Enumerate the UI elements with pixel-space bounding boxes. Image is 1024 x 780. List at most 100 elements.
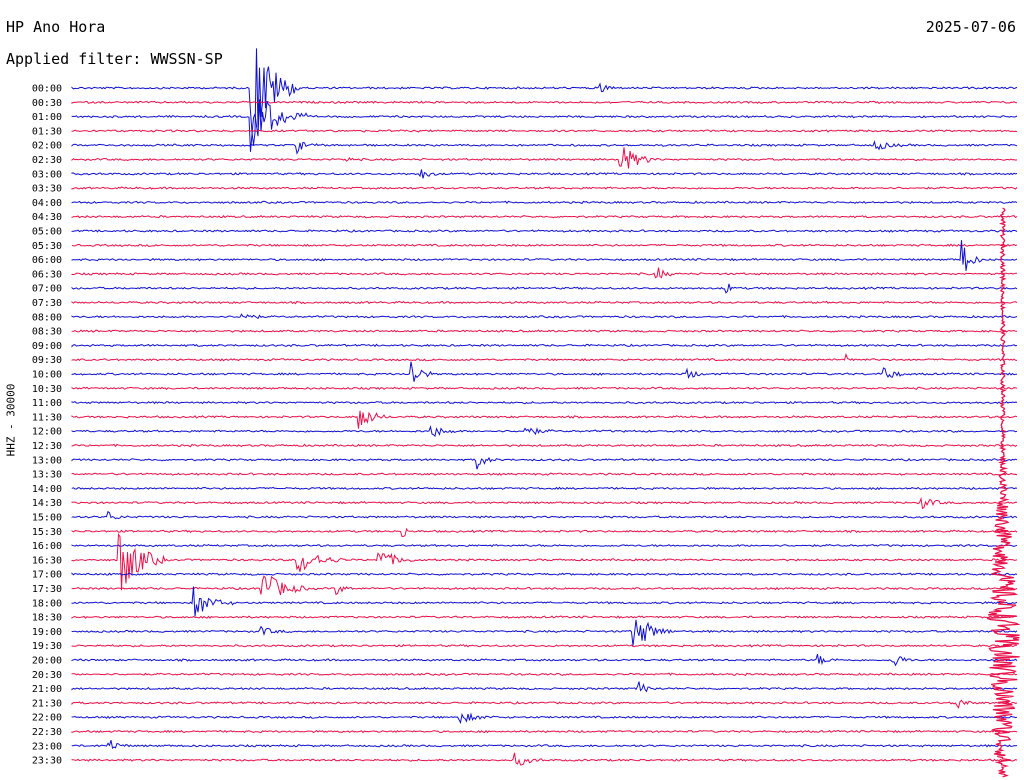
- hour-label: 04:00: [32, 198, 62, 209]
- trace-line: [71, 129, 1018, 133]
- trace-line: [71, 240, 1018, 271]
- trace-line: [71, 619, 1018, 646]
- trace-line: [71, 147, 1018, 169]
- trace-line: [71, 681, 1018, 693]
- hour-label: 20:30: [32, 670, 62, 681]
- hour-label: 21:00: [32, 684, 62, 695]
- hour-label: 18:30: [32, 613, 62, 624]
- hour-label: 17:30: [32, 584, 62, 595]
- trace-line: [71, 410, 1018, 429]
- hour-label: 00:30: [32, 98, 62, 109]
- hour-label: 08:00: [32, 312, 62, 323]
- trace-line: [71, 443, 1018, 448]
- trace-line: [71, 572, 1018, 576]
- hour-label: 23:00: [32, 741, 62, 752]
- hour-label: 13:30: [32, 470, 62, 481]
- hour-label: 04:30: [32, 212, 62, 223]
- trace-line: [71, 543, 1018, 548]
- trace-line: [71, 654, 1018, 667]
- trace-line: [71, 243, 1018, 247]
- hour-label: 13:00: [32, 455, 62, 466]
- hour-label: 22:00: [32, 713, 62, 724]
- hour-label: 16:30: [32, 555, 62, 566]
- hour-label: 06:30: [32, 269, 62, 280]
- trace-line: [71, 532, 1018, 591]
- trace-line: [71, 472, 1018, 476]
- trace-line: [71, 300, 1018, 305]
- trace-line: [71, 729, 1018, 734]
- trace-line: [71, 699, 1018, 709]
- trace-line: [71, 169, 1018, 179]
- trace-line: [71, 486, 1018, 491]
- filter-label: Applied filter: WWSSN-SP: [6, 50, 223, 68]
- hour-label: 12:00: [32, 427, 62, 438]
- hour-label: 14:00: [32, 484, 62, 495]
- hour-label: 03:00: [32, 169, 62, 180]
- trace-line: [71, 424, 1018, 438]
- trace-line: [71, 510, 1018, 520]
- hour-label: 03:30: [32, 184, 62, 195]
- date-label: 2025-07-06: [925, 18, 1016, 36]
- trace-line: [71, 352, 1018, 362]
- trace-line: [71, 400, 1018, 405]
- hour-label: 20:00: [32, 656, 62, 667]
- trace-line: [71, 140, 1018, 155]
- trace-line: [71, 329, 1017, 333]
- hour-label: 21:30: [32, 698, 62, 709]
- hour-label: 12:30: [32, 441, 62, 452]
- trace-line: [71, 672, 1018, 677]
- hour-label: 09:00: [32, 341, 62, 352]
- trace-line: [71, 48, 1018, 146]
- hour-label: 22:30: [32, 727, 62, 738]
- trace-line: [71, 100, 1018, 105]
- trace-line: [71, 575, 1018, 596]
- trace-line: [71, 527, 1018, 538]
- hour-label: 00:00: [32, 84, 62, 95]
- hour-label: 06:00: [32, 255, 62, 266]
- trace-line: [71, 740, 1018, 749]
- hour-label: 17:00: [32, 570, 62, 581]
- hour-label: 02:00: [32, 141, 62, 152]
- trace-line: [71, 200, 1018, 205]
- hour-label: 11:00: [32, 398, 62, 409]
- hour-label: 07:30: [32, 298, 62, 309]
- trace-line: [71, 267, 1018, 279]
- large-event-trace: [986, 207, 1021, 778]
- hour-label: 18:00: [32, 598, 62, 609]
- trace-line: [71, 283, 1018, 294]
- trace-line: [71, 712, 1018, 725]
- hour-label: 09:30: [32, 355, 62, 366]
- hour-label: 14:30: [32, 498, 62, 509]
- hour-label: 10:00: [32, 370, 62, 381]
- station-title: HP Ano Hora: [6, 18, 106, 36]
- trace-line: [71, 643, 1018, 648]
- trace-line: [71, 361, 1017, 382]
- trace-line: [71, 186, 1018, 190]
- trace-line: [71, 386, 1018, 390]
- trace-line: [71, 456, 1018, 470]
- hour-label: 05:30: [32, 241, 62, 252]
- hour-label: 19:30: [32, 641, 62, 652]
- hour-label: 01:30: [32, 126, 62, 137]
- hour-label: 02:30: [32, 155, 62, 166]
- hour-label: 08:30: [32, 327, 62, 338]
- trace-line: [71, 586, 1018, 617]
- hour-label: 01:00: [32, 112, 62, 123]
- trace-line: [71, 615, 1018, 619]
- hour-label: 16:00: [32, 541, 62, 552]
- hour-label: 05:00: [32, 227, 62, 238]
- hour-label: 07:00: [32, 284, 62, 295]
- trace-line: [71, 313, 1018, 320]
- hour-label: 15:00: [32, 513, 62, 524]
- hour-label: 19:00: [32, 627, 62, 638]
- hour-label: 11:30: [32, 412, 62, 423]
- trace-line: [71, 229, 1018, 233]
- trace-line: [71, 343, 1018, 348]
- hour-label: 15:30: [32, 527, 62, 538]
- hour-label: 10:30: [32, 384, 62, 395]
- trace-line: [71, 496, 1018, 510]
- hour-label: 23:30: [32, 756, 62, 767]
- trace-line: [71, 215, 1018, 219]
- trace-line: [71, 752, 1018, 766]
- trace-line: [71, 99, 1018, 152]
